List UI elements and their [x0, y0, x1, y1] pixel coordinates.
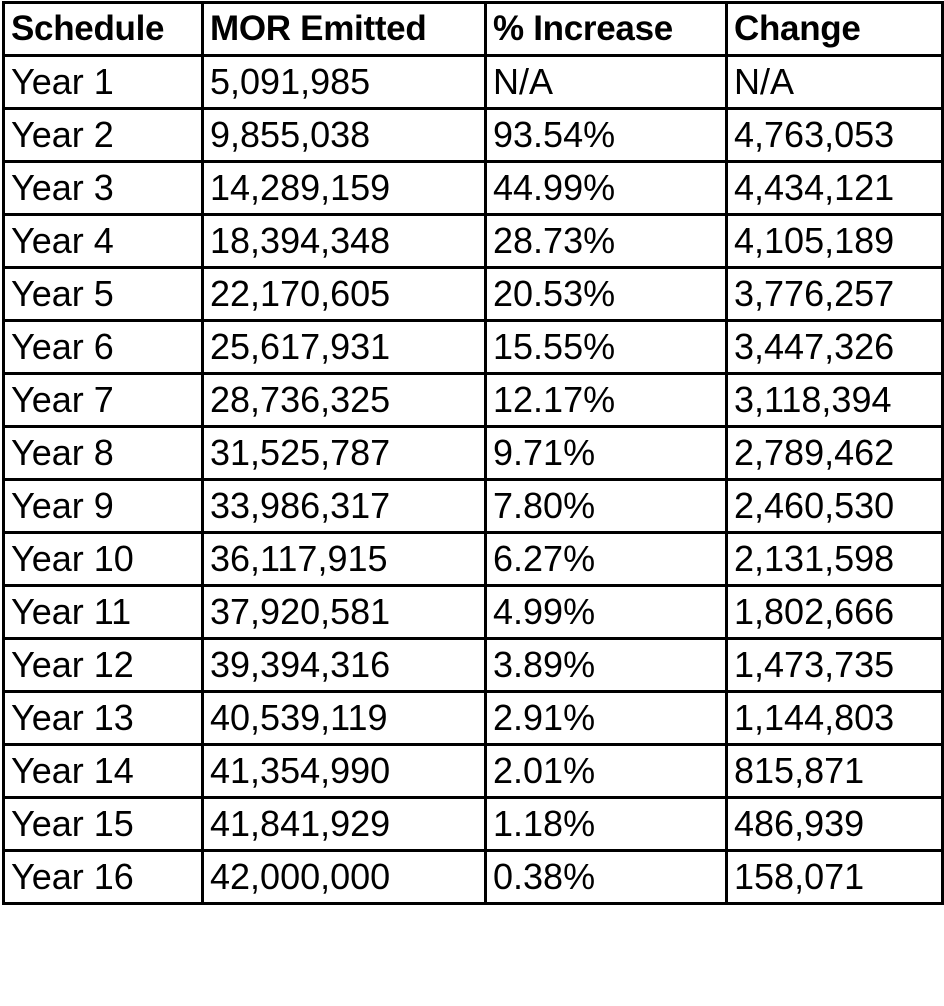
cell-schedule: Year 4	[2, 213, 204, 269]
cell-change: N/A	[725, 54, 944, 110]
cell-mor-emitted: 14,289,159	[201, 160, 487, 216]
cell-change: 2,131,598	[725, 531, 944, 587]
cell-change: 3,776,257	[725, 266, 944, 322]
cell-mor-emitted: 40,539,119	[201, 690, 487, 746]
cell-percent-increase: 15.55%	[484, 319, 728, 375]
table-row: Year 15 41,841,929 1.18% 486,939	[2, 796, 944, 852]
table-row: Year 14 41,354,990 2.01% 815,871	[2, 743, 944, 799]
cell-change: 158,071	[725, 849, 944, 905]
cell-mor-emitted: 33,986,317	[201, 478, 487, 534]
cell-percent-increase: 3.89%	[484, 637, 728, 693]
cell-mor-emitted: 36,117,915	[201, 531, 487, 587]
cell-percent-increase: 0.38%	[484, 849, 728, 905]
cell-change: 815,871	[725, 743, 944, 799]
cell-schedule: Year 10	[2, 531, 204, 587]
cell-percent-increase: 6.27%	[484, 531, 728, 587]
table-row: Year 13 40,539,119 2.91% 1,144,803	[2, 690, 944, 746]
table-body: Year 1 5,091,985 N/A N/A Year 2 9,855,038 93.5…	[2, 54, 944, 905]
table-row: Year 3 14,289,159 44.99% 4,434,121	[2, 160, 944, 216]
table-row: Year 5 22,170,605 20.53% 3,776,257	[2, 266, 944, 322]
cell-schedule: Year 15	[2, 796, 204, 852]
cell-change: 4,763,053	[725, 107, 944, 163]
cell-mor-emitted: 22,170,605	[201, 266, 487, 322]
header-change: Change	[725, 1, 944, 57]
cell-mor-emitted: 28,736,325	[201, 372, 487, 428]
table-row: Year 9 33,986,317 7.80% 2,460,530	[2, 478, 944, 534]
cell-schedule: Year 7	[2, 372, 204, 428]
cell-change: 3,447,326	[725, 319, 944, 375]
cell-schedule: Year 13	[2, 690, 204, 746]
cell-mor-emitted: 31,525,787	[201, 425, 487, 481]
cell-mor-emitted: 41,354,990	[201, 743, 487, 799]
cell-change: 2,460,530	[725, 478, 944, 534]
cell-change: 4,105,189	[725, 213, 944, 269]
cell-mor-emitted: 25,617,931	[201, 319, 487, 375]
cell-percent-increase: 93.54%	[484, 107, 728, 163]
cell-percent-increase: N/A	[484, 54, 728, 110]
cell-mor-emitted: 9,855,038	[201, 107, 487, 163]
table-row: Year 4 18,394,348 28.73% 4,105,189	[2, 213, 944, 269]
cell-percent-increase: 2.01%	[484, 743, 728, 799]
cell-schedule: Year 6	[2, 319, 204, 375]
cell-mor-emitted: 18,394,348	[201, 213, 487, 269]
cell-mor-emitted: 39,394,316	[201, 637, 487, 693]
cell-percent-increase: 28.73%	[484, 213, 728, 269]
table-row: Year 6 25,617,931 15.55% 3,447,326	[2, 319, 944, 375]
header-row: Schedule MOR Emitted % Increase Change	[2, 1, 944, 57]
cell-percent-increase: 2.91%	[484, 690, 728, 746]
cell-percent-increase: 20.53%	[484, 266, 728, 322]
table-row: Year 7 28,736,325 12.17% 3,118,394	[2, 372, 944, 428]
cell-schedule: Year 11	[2, 584, 204, 640]
cell-schedule: Year 8	[2, 425, 204, 481]
cell-schedule: Year 12	[2, 637, 204, 693]
table-row: Year 8 31,525,787 9.71% 2,789,462	[2, 425, 944, 481]
cell-mor-emitted: 37,920,581	[201, 584, 487, 640]
cell-schedule: Year 5	[2, 266, 204, 322]
header-schedule: Schedule	[2, 1, 204, 57]
cell-schedule: Year 3	[2, 160, 204, 216]
table-row: Year 1 5,091,985 N/A N/A	[2, 54, 944, 110]
cell-percent-increase: 9.71%	[484, 425, 728, 481]
cell-change: 486,939	[725, 796, 944, 852]
cell-change: 2,789,462	[725, 425, 944, 481]
cell-percent-increase: 44.99%	[484, 160, 728, 216]
table-row: Year 11 37,920,581 4.99% 1,802,666	[2, 584, 944, 640]
cell-percent-increase: 12.17%	[484, 372, 728, 428]
cell-percent-increase: 4.99%	[484, 584, 728, 640]
cell-change: 1,802,666	[725, 584, 944, 640]
cell-mor-emitted: 42,000,000	[201, 849, 487, 905]
cell-change: 1,473,735	[725, 637, 944, 693]
table-row: Year 10 36,117,915 6.27% 2,131,598	[2, 531, 944, 587]
cell-schedule: Year 14	[2, 743, 204, 799]
cell-schedule: Year 9	[2, 478, 204, 534]
cell-change: 3,118,394	[725, 372, 944, 428]
cell-schedule: Year 16	[2, 849, 204, 905]
cell-mor-emitted: 41,841,929	[201, 796, 487, 852]
header-mor-emitted: MOR Emitted	[201, 1, 487, 57]
cell-schedule: Year 2	[2, 107, 204, 163]
table-row: Year 2 9,855,038 93.54% 4,763,053	[2, 107, 944, 163]
mor-schedule-table: Schedule MOR Emitted % Increase Change Y…	[2, 1, 944, 905]
cell-change: 4,434,121	[725, 160, 944, 216]
table-row: Year 12 39,394,316 3.89% 1,473,735	[2, 637, 944, 693]
cell-percent-increase: 7.80%	[484, 478, 728, 534]
header-percent-increase: % Increase	[484, 1, 728, 57]
cell-mor-emitted: 5,091,985	[201, 54, 487, 110]
cell-schedule: Year 1	[2, 54, 204, 110]
cell-percent-increase: 1.18%	[484, 796, 728, 852]
cell-change: 1,144,803	[725, 690, 944, 746]
table-row: Year 16 42,000,000 0.38% 158,071	[2, 849, 944, 905]
